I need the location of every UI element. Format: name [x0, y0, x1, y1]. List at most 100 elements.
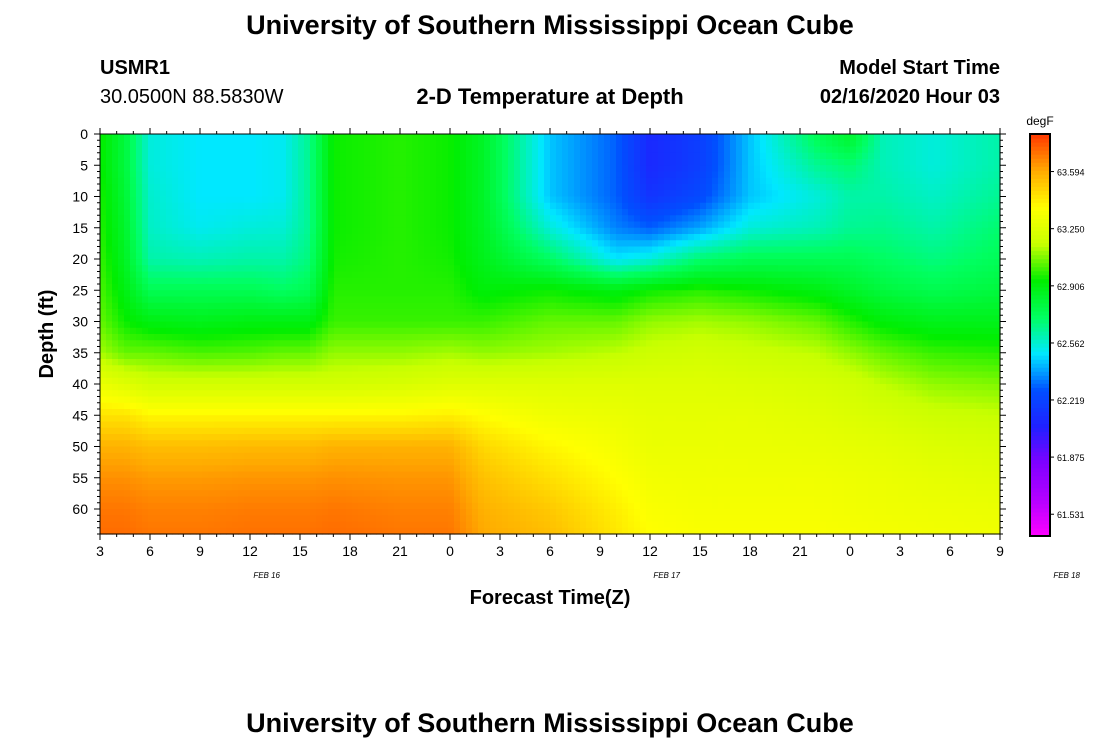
heatmap-cell [460, 490, 467, 498]
heatmap-cell [172, 246, 179, 254]
heatmap-cell [130, 340, 137, 348]
heatmap-cell [214, 502, 221, 510]
heatmap-cell [262, 340, 269, 348]
heatmap-cell [178, 246, 185, 254]
heatmap-cell [118, 259, 125, 266]
heatmap-cell [442, 152, 449, 160]
heatmap-cell [106, 252, 113, 260]
heatmap-cell [106, 396, 113, 404]
heatmap-cell [418, 177, 425, 185]
heatmap-cell [484, 415, 491, 423]
heatmap-cell [472, 334, 479, 341]
heatmap-cell [316, 421, 323, 429]
heatmap-cell [400, 190, 407, 198]
heatmap-cell [256, 234, 263, 241]
heatmap-cell [400, 527, 407, 535]
heatmap-cell [250, 459, 257, 466]
heatmap-cell [448, 327, 455, 335]
heatmap-cell [454, 259, 461, 266]
heatmap-cell [250, 271, 257, 279]
heatmap-cell [232, 190, 239, 198]
heatmap-cell [304, 490, 311, 498]
heatmap-cell [172, 477, 179, 485]
heatmap-cell [352, 240, 359, 248]
heatmap-cell [232, 271, 239, 279]
heatmap-cell [298, 290, 305, 298]
heatmap-cell [496, 340, 503, 348]
heatmap-cell [220, 134, 227, 141]
heatmap-cell [502, 140, 509, 148]
heatmap-cell [286, 271, 293, 279]
heatmap-cell [376, 465, 383, 473]
heatmap-cell [442, 490, 449, 498]
heatmap-cell [238, 384, 245, 391]
heatmap-cell [250, 165, 257, 173]
heatmap-cell [280, 490, 287, 498]
heatmap-cell [478, 434, 485, 441]
heatmap-cell [196, 271, 203, 279]
heatmap-cell [238, 171, 245, 179]
heatmap-cell [502, 327, 509, 335]
heatmap-cell [478, 246, 485, 254]
heatmap-cell [364, 209, 371, 216]
heatmap-cell [544, 459, 551, 466]
heatmap-cell [478, 296, 485, 304]
heatmap-cell [208, 352, 215, 360]
heatmap-cell [292, 177, 299, 185]
heatmap-cell [514, 490, 521, 498]
heatmap-cell [538, 459, 545, 466]
heatmap-cell [316, 246, 323, 254]
heatmap-cell [556, 377, 563, 385]
heatmap-cell [286, 302, 293, 310]
heatmap-cell [208, 146, 215, 154]
heatmap-cell [208, 509, 215, 516]
heatmap-cell [526, 321, 533, 329]
heatmap-cell [340, 302, 347, 310]
heatmap-cell [376, 321, 383, 329]
heatmap-cell [172, 315, 179, 323]
heatmap-cell [274, 177, 281, 185]
heatmap-cell [364, 371, 371, 379]
heatmap-cell [148, 465, 155, 473]
heatmap-cell [562, 246, 569, 254]
heatmap-cell [124, 509, 131, 516]
heatmap-cell [478, 527, 485, 535]
heatmap-cell [556, 327, 563, 335]
heatmap-cell [322, 284, 329, 291]
heatmap-cell [364, 327, 371, 335]
heatmap-cell [496, 515, 503, 523]
heatmap-cell [304, 484, 311, 491]
heatmap-cell [166, 159, 173, 166]
heatmap-cell [406, 459, 413, 466]
heatmap-cell [112, 265, 119, 273]
heatmap-cell [376, 271, 383, 279]
heatmap-cell [454, 240, 461, 248]
heatmap-cell [352, 196, 359, 204]
heatmap-cell [388, 427, 395, 435]
heatmap-cell [220, 159, 227, 166]
heatmap-cell [220, 265, 227, 273]
heatmap-cell [430, 465, 437, 473]
heatmap-cell [196, 196, 203, 204]
heatmap-cell [100, 315, 107, 323]
heatmap-cell [190, 234, 197, 241]
heatmap-cell [286, 509, 293, 516]
heatmap-cell [358, 365, 365, 373]
heatmap-cell [388, 152, 395, 160]
heatmap-cell [202, 352, 209, 360]
heatmap-cell [226, 421, 233, 429]
heatmap-cell [364, 477, 371, 485]
heatmap-cell [202, 177, 209, 185]
heatmap-cell [304, 252, 311, 260]
heatmap-cell [298, 384, 305, 391]
heatmap-cell [436, 221, 443, 229]
heatmap-cell [250, 346, 257, 354]
heatmap-cell [430, 134, 437, 141]
heatmap-cell [184, 527, 191, 535]
heatmap-cell [472, 527, 479, 535]
heatmap-cell [448, 190, 455, 198]
heatmap-cell [526, 502, 533, 510]
heatmap-cell [496, 365, 503, 373]
heatmap-cell [190, 259, 197, 266]
heatmap-cell [238, 509, 245, 516]
